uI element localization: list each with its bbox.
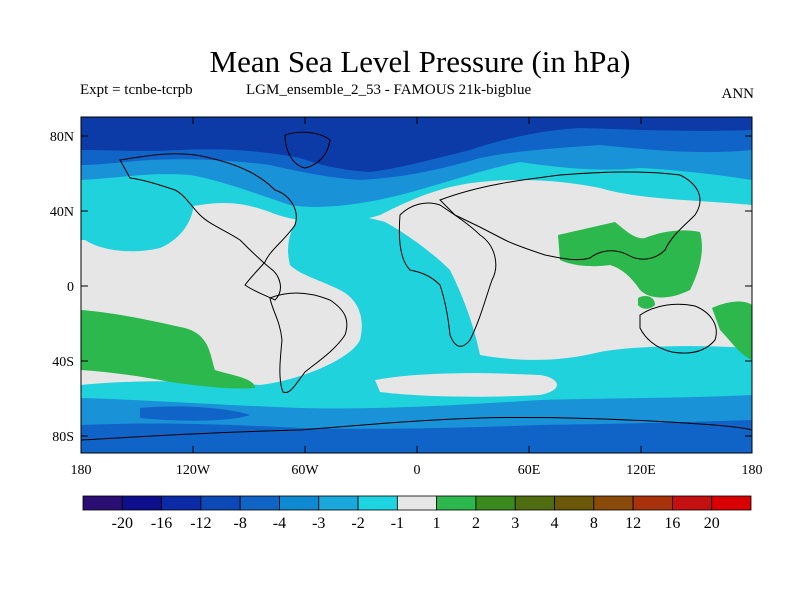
colorbar-swatch bbox=[554, 495, 595, 511]
colorbar-label: 16 bbox=[664, 515, 680, 532]
colorbar-label: -8 bbox=[234, 515, 247, 532]
colorbar-swatch bbox=[357, 495, 398, 511]
coast-greenland bbox=[284, 131, 331, 169]
green-sea-patch bbox=[638, 296, 655, 309]
cyan-north-pacific bbox=[81, 185, 194, 252]
colorbar-swatch bbox=[711, 495, 752, 511]
colorbar-swatch bbox=[239, 495, 280, 511]
colorbar-label: 8 bbox=[590, 515, 598, 532]
lon-label-120e: 120E bbox=[626, 463, 656, 478]
colorbar-swatch bbox=[161, 495, 202, 511]
lon-label-0: 0 bbox=[414, 463, 421, 478]
very-low-north bbox=[81, 117, 752, 172]
colorbar-label: -16 bbox=[151, 515, 172, 532]
ensemble-label: LGM_ensemble_2_53 - FAMOUS 21k-bigblue bbox=[246, 82, 532, 98]
coast-south-america bbox=[269, 292, 348, 394]
colorbar-swatch bbox=[475, 495, 516, 511]
colorbar: -20 -16 -12 -8 -4 -3 -2 -1 1 2 3 4 8 12 16 20 bbox=[82, 495, 752, 532]
colorbar-label: -20 bbox=[112, 515, 133, 532]
colorbar-label: 4 bbox=[551, 515, 559, 532]
green-south-pacific bbox=[81, 310, 255, 389]
colorbar-swatch bbox=[121, 495, 162, 511]
lon-label-60w: 60W bbox=[291, 463, 319, 478]
lat-label-40n: 40N bbox=[50, 205, 74, 220]
colorbar-swatch bbox=[632, 495, 673, 511]
lon-label-60e: 60E bbox=[518, 463, 541, 478]
lon-axis bbox=[192, 117, 642, 453]
coast-asia bbox=[439, 171, 701, 261]
colorbar-label: 12 bbox=[625, 515, 641, 532]
lat-label-80n: 80N bbox=[50, 130, 74, 145]
colorbar-swatch bbox=[436, 495, 477, 511]
coast-north-america bbox=[119, 153, 297, 301]
colorbar-swatch bbox=[396, 495, 438, 511]
colorbar-label: -2 bbox=[351, 515, 364, 532]
lon-label-180e: 180 bbox=[742, 463, 763, 478]
neutral-brazil-patch bbox=[298, 299, 325, 328]
page-title: Mean Sea Level Pressure (in hPa) bbox=[209, 44, 631, 79]
lat-label-40s: 40S bbox=[52, 355, 74, 370]
colorbar-swatch bbox=[514, 495, 555, 511]
cyan-atlantic bbox=[81, 212, 752, 453]
lon-label-180w: 180 bbox=[71, 463, 92, 478]
colorbar-swatch bbox=[318, 495, 359, 511]
coast-antarctica bbox=[81, 416, 752, 441]
season-label: ANN bbox=[721, 86, 755, 102]
colorbar-label: 2 bbox=[472, 515, 480, 532]
colorbar-swatch bbox=[672, 495, 713, 511]
lat-axis bbox=[81, 135, 752, 437]
lat-label-80s: 80S bbox=[52, 430, 74, 445]
neutral-south-patch bbox=[375, 373, 557, 397]
lat-label-0: 0 bbox=[67, 280, 74, 295]
lon-label-120w: 120W bbox=[176, 463, 211, 478]
low-south-patch bbox=[140, 406, 250, 421]
colorbar-swatch bbox=[279, 495, 320, 511]
colorbar-label: 20 bbox=[704, 515, 720, 532]
colorbar-label: 3 bbox=[511, 515, 519, 532]
coastlines bbox=[81, 131, 752, 441]
colorbar-swatch bbox=[200, 495, 241, 511]
colorbar-label: -12 bbox=[190, 515, 211, 532]
colorbar-label: -4 bbox=[273, 515, 286, 532]
pressure-field bbox=[81, 117, 752, 453]
colorbar-label: -1 bbox=[391, 515, 404, 532]
colorbar-swatch bbox=[593, 495, 634, 511]
green-australia-east bbox=[712, 301, 752, 360]
low-south bbox=[81, 420, 752, 453]
experiment-label: Expt = tcnbe-tcrpb bbox=[80, 82, 193, 98]
colorbar-label: 1 bbox=[433, 515, 441, 532]
coast-australia bbox=[639, 303, 717, 354]
colorbar-label: -3 bbox=[312, 515, 325, 532]
colorbar-swatch bbox=[82, 495, 123, 511]
green-asia bbox=[558, 222, 702, 298]
